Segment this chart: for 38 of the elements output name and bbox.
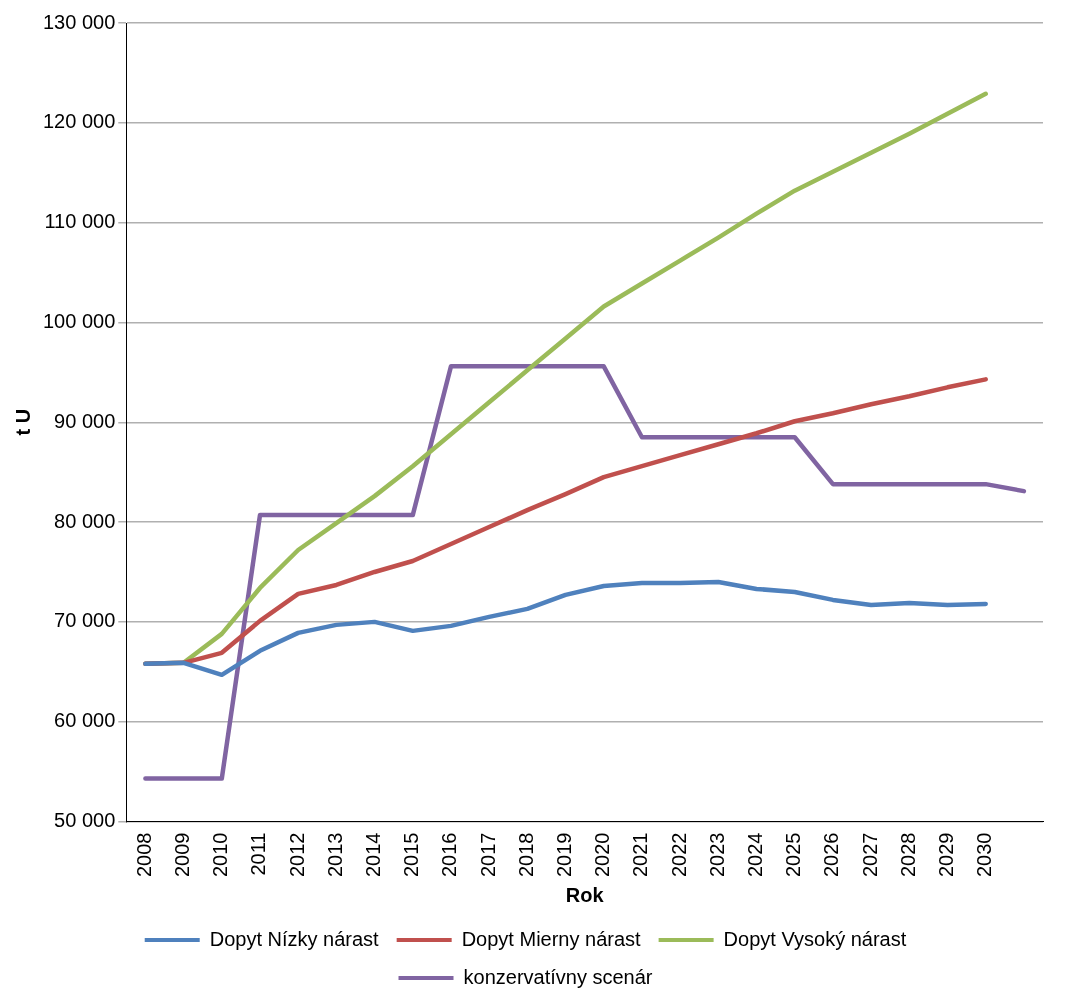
y-tick-label: 90 000: [54, 409, 116, 432]
x-tick-label: 2008: [132, 832, 155, 878]
x-tick-label: 2010: [209, 832, 232, 878]
y-tick-label: 110 000: [44, 210, 116, 233]
y-tick-label: 70 000: [54, 609, 116, 632]
x-tick-label: 2019: [553, 832, 576, 878]
x-tick-label: 2011: [247, 832, 270, 876]
y-tick-label: 120 000: [43, 110, 116, 133]
x-tick-label: 2020: [591, 832, 614, 878]
x-tick-label: 2027: [858, 832, 881, 878]
x-tick-label: 2016: [438, 832, 461, 878]
y-axis-title: t U: [11, 408, 34, 436]
x-tick-label: 2030: [973, 832, 996, 878]
y-tick-label: 80 000: [54, 509, 116, 532]
x-tick-label: 2024: [744, 832, 767, 878]
legend-label: Dopyt Nízky nárast: [209, 927, 380, 950]
y-tick-label: 50 000: [54, 809, 116, 832]
x-tick-label: 2009: [171, 832, 194, 878]
x-axis-title: Rok: [565, 883, 605, 906]
x-tick-label: 2025: [782, 832, 805, 878]
x-tick-label: 2013: [323, 832, 346, 878]
x-tick-label: 2014: [362, 832, 385, 878]
x-tick-label: 2026: [820, 832, 843, 878]
legend-label: Dopyt Vysoký nárast: [723, 927, 907, 950]
legend-label: Dopyt Mierny nárast: [461, 927, 642, 950]
y-tick-label: 100 000: [43, 309, 116, 332]
y-tick-label: 60 000: [54, 709, 116, 732]
x-tick-label: 2017: [476, 832, 499, 878]
x-tick-label: 2015: [400, 832, 423, 878]
legend-label: konzervatívny scenár: [463, 965, 653, 988]
x-tick-label: 2028: [896, 832, 919, 878]
x-tick-label: 2022: [667, 832, 690, 878]
x-tick-label: 2018: [514, 832, 537, 878]
x-tick-label: 2029: [935, 832, 958, 878]
x-tick-label: 2023: [705, 832, 728, 878]
x-tick-label: 2021: [629, 832, 652, 878]
y-tick-label: 130 000: [43, 10, 116, 33]
x-tick-label: 2012: [285, 832, 308, 878]
